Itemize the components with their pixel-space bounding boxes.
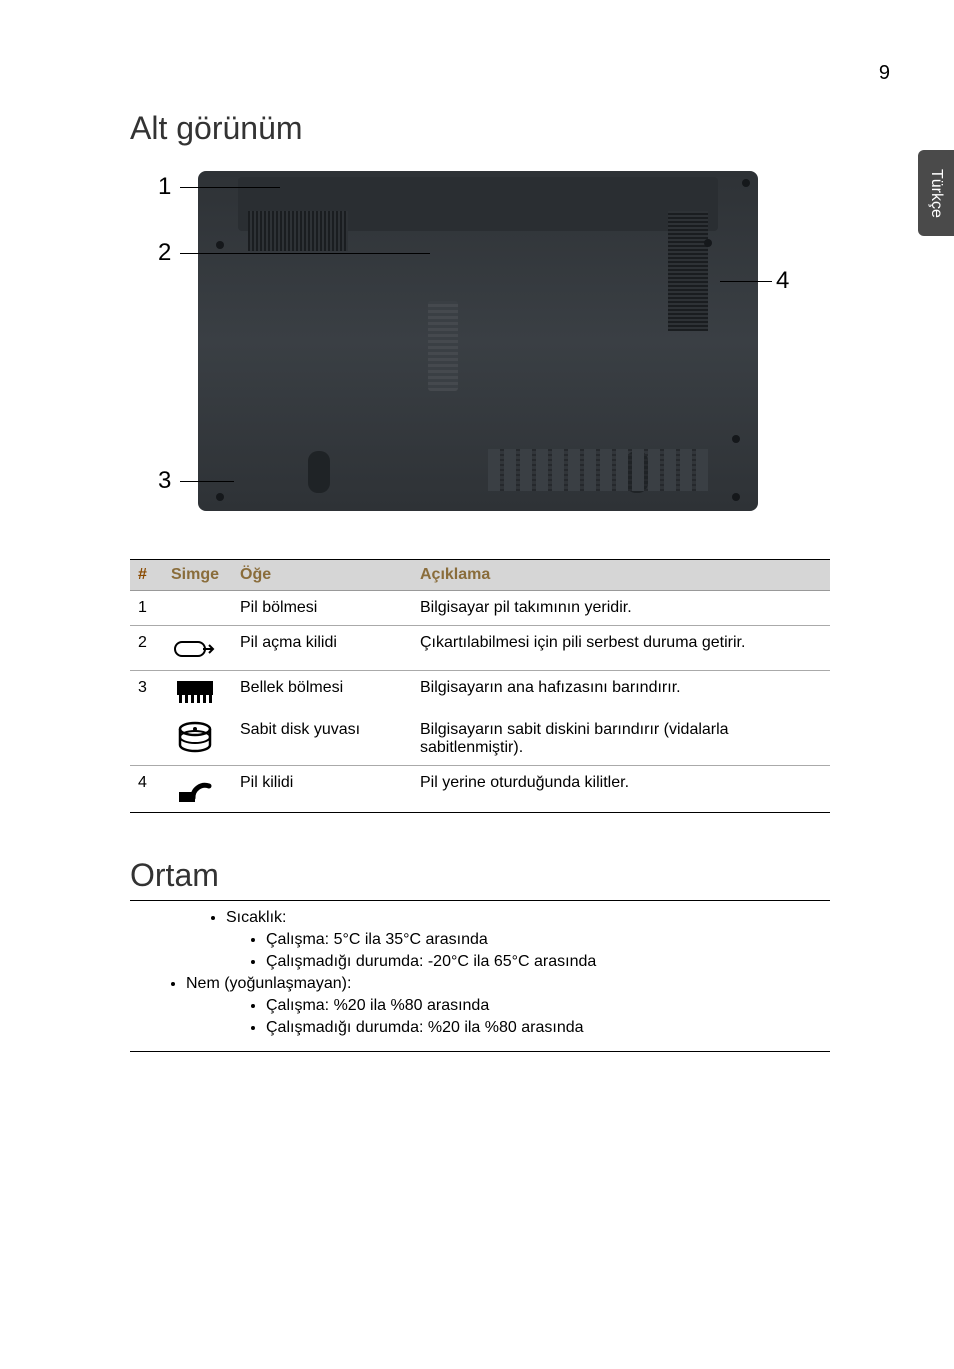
cell-item: Bellek bölmesi [232,671,412,714]
components-table: # Simge Öğe Açıklama 1 Pil bölmesi Bilgi… [130,559,830,813]
cell-desc: Pil yerine oturduğunda kilitler. [412,766,830,813]
env-temp-label: Sıcaklık: [226,909,830,927]
environment-block: Sıcaklık: Çalışma: 5°C ila 35°C arasında… [130,900,830,1052]
battery-release-icon [158,626,232,671]
environment-title: Ortam [130,857,830,894]
page-content: Alt görünüm 1 2 3 4 # Simge Öğe Açıklama [130,110,830,1052]
table-row: 4 Pil kilidi Pil yerine oturduğunda kili… [130,766,830,813]
callout-2: 2 [158,239,171,267]
cell-icon [158,591,232,626]
cell-desc: Bilgisayarın sabit diskini barındırır (v… [412,713,830,766]
table-row: Sabit disk yuvası Bilgisayarın sabit dis… [130,713,830,766]
language-tab: Türkçe [918,150,954,236]
th-item: Öğe [232,560,412,591]
cell-num: 3 [130,671,158,714]
env-humidity-nonoperating: Çalışmadığı durumda: %20 ila %80 arasınd… [266,1019,830,1037]
cell-num [130,713,158,766]
cell-num: 2 [130,626,158,671]
env-humidity-operating: Çalışma: %20 ila %80 arasında [266,997,830,1015]
cell-item: Pil açma kilidi [232,626,412,671]
cell-item: Pil bölmesi [232,591,412,626]
table-row: 1 Pil bölmesi Bilgisayar pil takımının y… [130,591,830,626]
callout-1: 1 [158,173,171,201]
env-temp-operating: Çalışma: 5°C ila 35°C arasında [266,931,830,949]
cell-item: Pil kilidi [232,766,412,813]
th-num: # [130,560,158,591]
callout-4: 4 [776,267,789,295]
laptop-bottom-illustration [198,171,758,511]
cell-num: 1 [130,591,158,626]
memory-icon [158,671,232,714]
th-desc: Açıklama [412,560,830,591]
table-row: 2 Pil açma kilidi Çıkartılabilmesi için … [130,626,830,671]
callout-3: 3 [158,467,171,495]
th-icon: Simge [158,560,232,591]
cell-num: 4 [130,766,158,813]
lock-icon [158,766,232,813]
table-row: 3 Bellek bölmesi Bilgisayarın ana hafıza… [130,671,830,714]
env-temp-nonoperating: Çalışmadığı durumda: -20°C ila 65°C aras… [266,953,830,971]
cell-desc: Bilgisayar pil takımının yeridir. [412,591,830,626]
page-number: 9 [879,62,890,85]
bottom-view-title: Alt görünüm [130,110,830,147]
env-humidity-label: Nem (yoğunlaşmayan): [186,975,830,993]
hdd-icon [158,713,232,766]
cell-item: Sabit disk yuvası [232,713,412,766]
cell-desc: Çıkartılabilmesi için pili serbest durum… [412,626,830,671]
cell-desc: Bilgisayarın ana hafızasını barındırır. [412,671,830,714]
bottom-view-diagram: 1 2 3 4 [138,159,778,519]
